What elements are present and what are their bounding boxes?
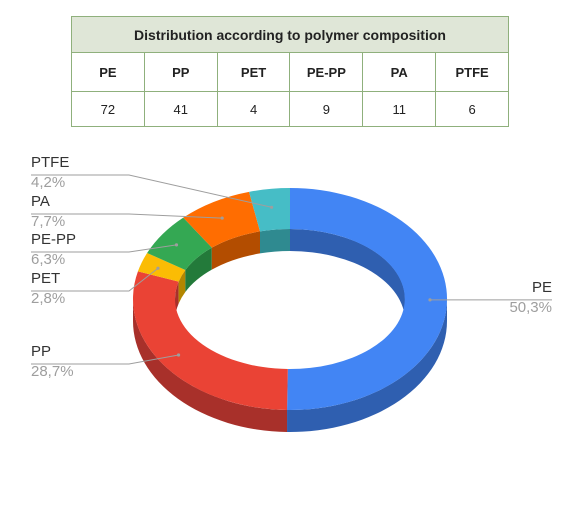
slice-label-pa: PA (31, 193, 50, 210)
outer-wall-pe (287, 299, 447, 432)
table-value-cell: 4 (216, 91, 291, 127)
leader-dot-pa (220, 216, 224, 220)
slice-percent-pp: 28,7% (31, 363, 74, 380)
slice-percent-pet: 2,8% (31, 290, 65, 307)
slice-percent-ptfe: 4,2% (31, 174, 65, 191)
table-header-cell: PP (143, 52, 218, 92)
outer-wall-pp (133, 299, 288, 432)
table-header-row: PE PP PET PE-PP PA PTFE (71, 52, 509, 92)
table-header-cell: PE-PP (289, 52, 364, 92)
donut-labels: PE 50,3% PP 28,7% PET 2,8% PE-PP 6,3% PA 7,7% PTFE… (31, 154, 552, 380)
slice-label-pe-pp: PE-PP (31, 231, 76, 248)
leader-line-pet (31, 267, 159, 292)
slice-pe (287, 187, 448, 411)
table-header-cell: PTFE (435, 52, 509, 92)
slice-percent-pe-pp: 6,3% (31, 251, 65, 268)
inner-wall-pe (290, 229, 405, 321)
leader-dot-pet (156, 266, 160, 270)
table-value-cell: 9 (289, 91, 364, 127)
table-value-cell: 41 (143, 91, 218, 127)
leader-dot-pp (176, 353, 181, 357)
donut-slices (132, 187, 448, 411)
leader-line-ptfe (31, 174, 272, 208)
inner-wall-pa (211, 231, 260, 270)
slice-percent-pe: 50,3% (509, 299, 552, 316)
table-value-cell: 6 (435, 91, 509, 127)
composition-table: Distribution according to polymer compos… (71, 16, 509, 127)
slice-ptfe (249, 188, 290, 232)
table-title: Distribution according to polymer compos… (71, 16, 509, 53)
table-row: 72 41 4 9 11 6 (71, 91, 509, 127)
inner-wall-pe-pp (185, 247, 212, 292)
leader-line-pa (31, 213, 223, 219)
leader-dot-ptfe (269, 205, 274, 209)
donut-sides (133, 229, 447, 432)
slice-percent-pa: 7,7% (31, 213, 65, 230)
slice-pet (137, 253, 186, 282)
slice-pp (132, 271, 288, 410)
slice-label-ptfe: PTFE (31, 154, 69, 171)
slice-label-pe: PE (532, 279, 552, 296)
slice-pe-pp (147, 217, 212, 270)
slice-label-pp: PP (31, 343, 51, 360)
table-header-cell: PE (71, 52, 145, 92)
table-value-cell: 11 (362, 91, 437, 127)
table-value-cell: 72 (71, 91, 145, 127)
inner-wall-pet (178, 269, 186, 304)
leader-dot-pe-pp (174, 243, 179, 247)
inner-wall-ptfe (260, 229, 290, 254)
leader-line-pp (31, 354, 179, 365)
slice-label-pet: PET (31, 270, 60, 287)
table-header-cell: PA (362, 52, 437, 92)
leader-dot-pe (428, 298, 432, 302)
leader-line-pe-pp (31, 244, 177, 253)
slice-pa (183, 191, 260, 248)
